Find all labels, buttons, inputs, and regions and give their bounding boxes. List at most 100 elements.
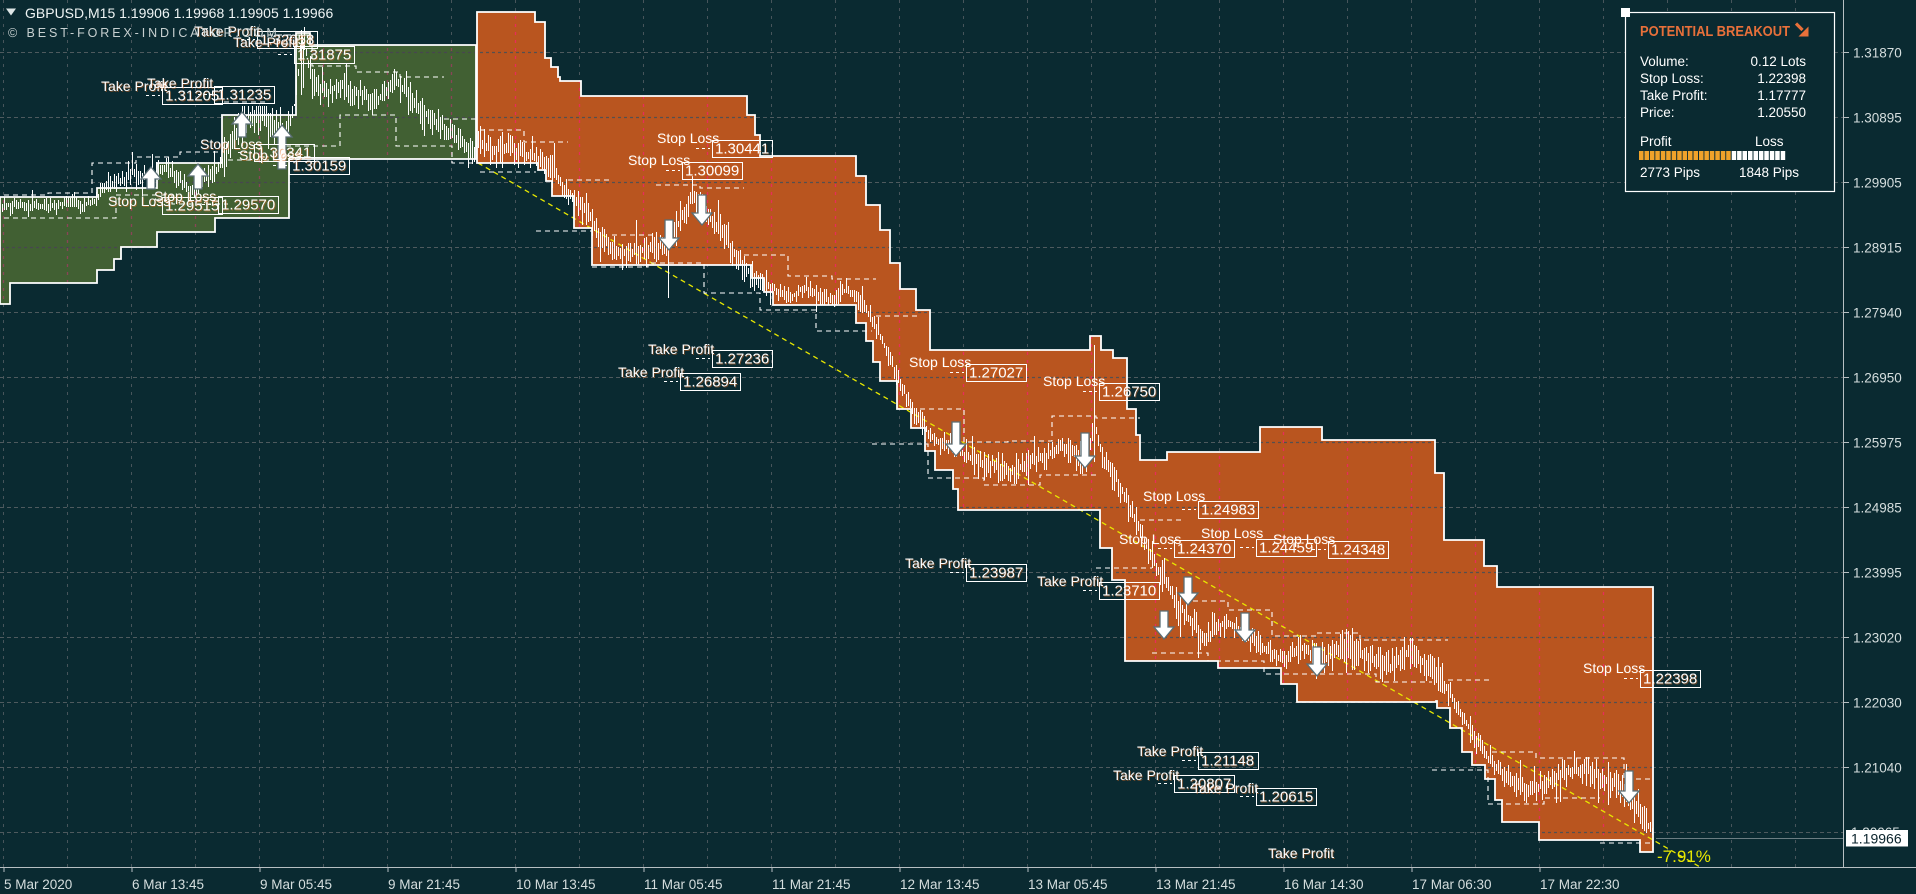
svg-text:1.23995: 1.23995 [1853, 566, 1902, 581]
svg-text:Stop Loss: Stop Loss [200, 136, 262, 152]
svg-text:1.20550: 1.20550 [1757, 105, 1806, 120]
svg-text:17 Mar 22:30: 17 Mar 22:30 [1540, 877, 1620, 892]
svg-text:1.24985: 1.24985 [1853, 501, 1902, 516]
svg-text:Price:: Price: [1640, 105, 1675, 120]
svg-text:1.27940: 1.27940 [1853, 306, 1902, 321]
svg-text:1.31870: 1.31870 [1853, 46, 1902, 61]
svg-text:1.27027: 1.27027 [970, 365, 1024, 382]
svg-text:1.23987: 1.23987 [969, 565, 1023, 582]
svg-text:16 Mar 14:30: 16 Mar 14:30 [1284, 877, 1364, 892]
svg-text:Stop Loss: Stop Loss [657, 130, 719, 146]
svg-text:1.28915: 1.28915 [1853, 241, 1902, 256]
svg-text:Take Profit: Take Profit [102, 79, 168, 95]
svg-text:-7.91%: -7.91% [1657, 847, 1711, 866]
svg-text:1.26894: 1.26894 [684, 374, 738, 391]
svg-text:Stop Loss: Stop Loss [109, 194, 171, 210]
svg-text:1.30159: 1.30159 [292, 158, 346, 175]
svg-text:Take Profit: Take Profit [195, 24, 261, 40]
svg-text:Stop Loss: Stop Loss [1119, 531, 1181, 547]
svg-text:Profit: Profit [1640, 134, 1672, 149]
svg-text:Stop Loss: Stop Loss [628, 152, 690, 168]
svg-text:1.26750: 1.26750 [1102, 384, 1156, 401]
svg-text:Stop Loss: Stop Loss [1584, 661, 1646, 677]
svg-text:1.24983: 1.24983 [1202, 502, 1256, 519]
svg-text:1.29570: 1.29570 [221, 197, 275, 214]
svg-text:1.20807: 1.20807 [1178, 776, 1232, 793]
svg-text:Stop Loss: Stop Loss [1202, 526, 1264, 542]
svg-text:Stop Loss: Stop Loss [658, 131, 720, 147]
svg-text:Take Profit: Take Profit [648, 341, 714, 357]
svg-text:Take Profit: Take Profit [1137, 743, 1203, 759]
svg-text:1.24459: 1.24459 [1260, 540, 1314, 557]
svg-text:1848 Pips: 1848 Pips [1739, 165, 1799, 180]
svg-text:Take Profit: Take Profit [1037, 573, 1103, 589]
svg-text:Take Profit: Take Profit [618, 364, 684, 380]
svg-text:Take Profit: Take Profit [1269, 846, 1335, 862]
svg-text:17 Mar 06:30: 17 Mar 06:30 [1412, 877, 1492, 892]
svg-text:1.31875: 1.31875 [298, 47, 352, 64]
svg-text:1.22398: 1.22398 [1644, 671, 1698, 688]
svg-text:Stop Loss: Stop Loss [1583, 660, 1645, 676]
svg-text:Take Profit:: Take Profit: [1640, 88, 1708, 103]
svg-text:1.27236: 1.27236 [716, 351, 770, 368]
svg-text:1.26950: 1.26950 [1853, 371, 1902, 386]
svg-text:1.30099: 1.30099 [685, 163, 739, 180]
svg-text:11 Mar 05:45: 11 Mar 05:45 [644, 877, 723, 892]
svg-text:5 Mar 2020: 5 Mar 2020 [4, 877, 72, 892]
svg-text:Take Profit: Take Profit [1038, 574, 1104, 590]
svg-text:1.27236: 1.27236 [715, 351, 769, 368]
svg-text:6 Mar 13:45: 6 Mar 13:45 [132, 877, 204, 892]
svg-text:1.19966: 1.19966 [1851, 831, 1902, 847]
svg-text:Take Profit: Take Profit [148, 76, 214, 92]
svg-text:Stop Loss: Stop Loss [1201, 525, 1263, 541]
svg-text:9 Mar 05:45: 9 Mar 05:45 [260, 877, 332, 892]
svg-text:Volume:: Volume: [1640, 54, 1689, 69]
svg-text:1.24459: 1.24459 [1259, 540, 1313, 557]
svg-text:Take Profit: Take Profit [1268, 845, 1334, 861]
svg-text:1.29570: 1.29570 [222, 197, 276, 214]
svg-text:1.22398: 1.22398 [1757, 71, 1806, 86]
svg-text:Take Profit: Take Profit [1193, 781, 1259, 797]
svg-text:Stop Loss:: Stop Loss: [1640, 71, 1704, 86]
svg-text:1.29515: 1.29515 [165, 198, 219, 215]
svg-text:1.24348: 1.24348 [1331, 542, 1385, 559]
svg-text:Take Profit: Take Profit [1192, 780, 1258, 796]
svg-text:1.24983: 1.24983 [1201, 502, 1255, 519]
svg-text:1.20807: 1.20807 [1177, 776, 1231, 793]
svg-text:1.30341: 1.30341 [258, 145, 312, 162]
svg-text:Stop Loss: Stop Loss [1120, 532, 1182, 548]
svg-text:1.20615: 1.20615 [1260, 789, 1314, 806]
svg-text:Take Profit: Take Profit [234, 35, 300, 51]
svg-text:Stop Loss: Stop Loss [240, 148, 302, 164]
svg-text:13 Mar 21:45: 13 Mar 21:45 [1156, 877, 1236, 892]
svg-text:Stop Loss: Stop Loss [629, 153, 691, 169]
svg-text:POTENTIAL BREAKOUT: POTENTIAL BREAKOUT [1640, 24, 1790, 40]
svg-text:© BEST-FOREX-INDICATOR.COM: © BEST-FOREX-INDICATOR.COM [8, 26, 280, 40]
svg-text:Stop Loss: Stop Loss [239, 147, 301, 163]
svg-text:1.31875: 1.31875 [297, 47, 351, 64]
svg-text:Take Profit: Take Profit [906, 556, 972, 572]
svg-text:Loss: Loss [1755, 134, 1784, 149]
svg-text:1.26750: 1.26750 [1103, 384, 1157, 401]
svg-text:2773 Pips: 2773 Pips [1640, 165, 1700, 180]
svg-text:1.31235: 1.31235 [218, 87, 272, 104]
svg-text:1.31235: 1.31235 [217, 87, 271, 104]
svg-text:1.32058: 1.32058 [260, 32, 314, 49]
svg-text:1.20615: 1.20615 [1259, 789, 1313, 806]
svg-text:GBPUSD,M15 1.19906 1.19968 1.: GBPUSD,M15 1.19906 1.19968 1.19905 1.199… [25, 5, 333, 21]
svg-text:12 Mar 13:45: 12 Mar 13:45 [900, 877, 980, 892]
svg-text:1.30441: 1.30441 [716, 141, 770, 158]
svg-text:1.27027: 1.27027 [969, 365, 1023, 382]
svg-text:1.31205: 1.31205 [166, 88, 220, 105]
svg-text:13 Mar 05:45: 13 Mar 05:45 [1028, 877, 1108, 892]
svg-text:Take Profit: Take Profit [1113, 767, 1179, 783]
svg-text:11 Mar 21:45: 11 Mar 21:45 [772, 877, 851, 892]
svg-text:Take Profit: Take Profit [147, 75, 213, 91]
svg-text:Take Profit: Take Profit [1138, 744, 1204, 760]
svg-text:Stop Loss: Stop Loss [155, 189, 217, 205]
svg-text:1.23987: 1.23987 [970, 565, 1024, 582]
svg-text:Stop Loss: Stop Loss [154, 188, 216, 204]
svg-text:1.29515: 1.29515 [166, 198, 220, 215]
svg-text:Stop Loss: Stop Loss [1273, 531, 1335, 547]
svg-text:1.22398: 1.22398 [1643, 671, 1697, 688]
